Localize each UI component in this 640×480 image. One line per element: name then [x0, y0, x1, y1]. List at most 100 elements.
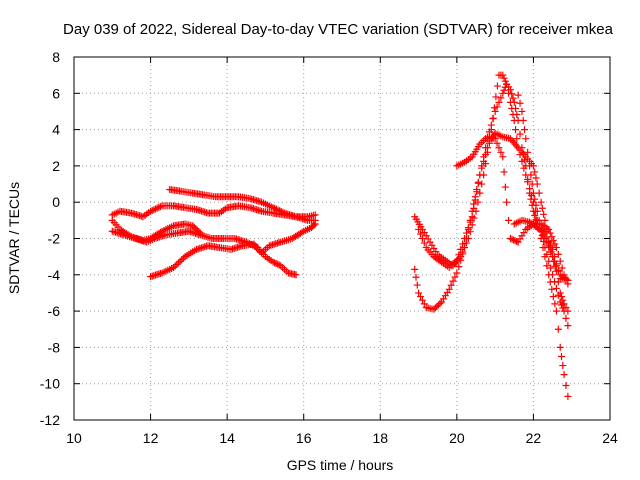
data-point — [543, 233, 551, 241]
data-point — [476, 189, 484, 197]
data-point — [514, 91, 522, 99]
data-point — [271, 204, 279, 212]
data-point — [545, 225, 553, 233]
x-tick-label: 14 — [219, 430, 235, 446]
data-point — [412, 273, 420, 281]
data-point — [512, 126, 520, 134]
data-point — [510, 138, 518, 146]
data-point — [501, 77, 509, 85]
data-point — [416, 293, 424, 301]
data-point — [528, 180, 536, 188]
data-point — [311, 220, 319, 228]
data-point — [171, 262, 179, 270]
data-point — [464, 224, 472, 232]
data-point — [470, 204, 478, 212]
data-point — [501, 183, 509, 191]
data-point — [495, 144, 503, 152]
y-tick-label: -2 — [48, 231, 61, 247]
data-point — [292, 271, 300, 279]
data-point — [559, 362, 567, 370]
data-point — [552, 260, 560, 268]
data-point — [272, 260, 280, 268]
series-track-11 — [510, 216, 572, 284]
data-point — [524, 178, 532, 186]
data-point — [471, 196, 479, 204]
data-point — [509, 94, 517, 102]
data-point — [413, 281, 421, 289]
data-point — [473, 188, 481, 196]
data-point — [497, 94, 505, 102]
y-tick-label: 8 — [52, 49, 60, 65]
y-tick-label: -12 — [40, 412, 60, 428]
data-point — [532, 216, 540, 224]
data-point — [543, 262, 551, 270]
data-point — [516, 99, 524, 107]
x-tick-label: 22 — [526, 430, 542, 446]
y-tick-label: -8 — [48, 339, 61, 355]
y-tick-label: 6 — [52, 85, 60, 101]
data-point — [526, 185, 534, 193]
data-point — [519, 117, 527, 125]
data-point — [510, 117, 518, 125]
data-point — [492, 93, 500, 101]
data-layer — [108, 71, 572, 400]
data-point — [271, 259, 279, 267]
data-point — [310, 221, 318, 229]
data-point — [276, 207, 284, 215]
data-point — [449, 277, 457, 285]
data-point — [447, 281, 455, 289]
data-point — [529, 189, 537, 197]
data-point — [277, 208, 285, 216]
data-point — [552, 244, 560, 252]
data-point — [493, 139, 501, 147]
data-point — [462, 229, 470, 237]
data-point — [516, 130, 524, 138]
data-point — [173, 260, 181, 268]
data-point — [545, 237, 553, 245]
x-tick-label: 24 — [602, 430, 618, 446]
data-point — [411, 265, 419, 273]
data-point — [535, 216, 543, 224]
data-point — [511, 140, 519, 148]
data-point — [520, 126, 528, 134]
data-point — [451, 273, 459, 281]
series-track-5 — [147, 220, 319, 281]
data-point — [531, 195, 539, 203]
data-point — [150, 206, 158, 214]
data-point — [466, 218, 474, 226]
data-point — [513, 135, 521, 143]
x-tick-label: 18 — [372, 430, 388, 446]
y-tick-label: -4 — [48, 267, 61, 283]
data-point — [562, 303, 570, 311]
series-track-6 — [411, 80, 572, 313]
data-point — [474, 179, 482, 187]
data-point — [459, 240, 467, 248]
data-point — [418, 235, 426, 242]
data-point — [541, 229, 549, 237]
data-point — [500, 86, 508, 94]
data-point — [483, 144, 491, 152]
data-point — [526, 162, 534, 170]
data-point — [170, 264, 178, 272]
series-track-1 — [108, 202, 319, 221]
data-point — [550, 278, 558, 286]
data-point — [562, 382, 570, 390]
data-point — [509, 110, 517, 118]
data-point — [420, 239, 428, 247]
data-point — [552, 284, 560, 292]
y-tick-label: 4 — [52, 122, 60, 138]
data-point — [461, 235, 469, 242]
data-point — [538, 204, 546, 212]
y-tick-label: 2 — [52, 158, 60, 174]
data-point — [179, 254, 187, 262]
data-point — [178, 256, 186, 264]
data-point — [503, 198, 511, 206]
data-point — [272, 205, 280, 213]
data-point — [518, 157, 526, 165]
data-point — [491, 135, 499, 143]
data-point — [531, 212, 539, 220]
x-tick-label: 10 — [66, 430, 82, 446]
series-track-10 — [514, 91, 572, 330]
data-point — [527, 171, 535, 179]
data-point — [558, 352, 566, 360]
